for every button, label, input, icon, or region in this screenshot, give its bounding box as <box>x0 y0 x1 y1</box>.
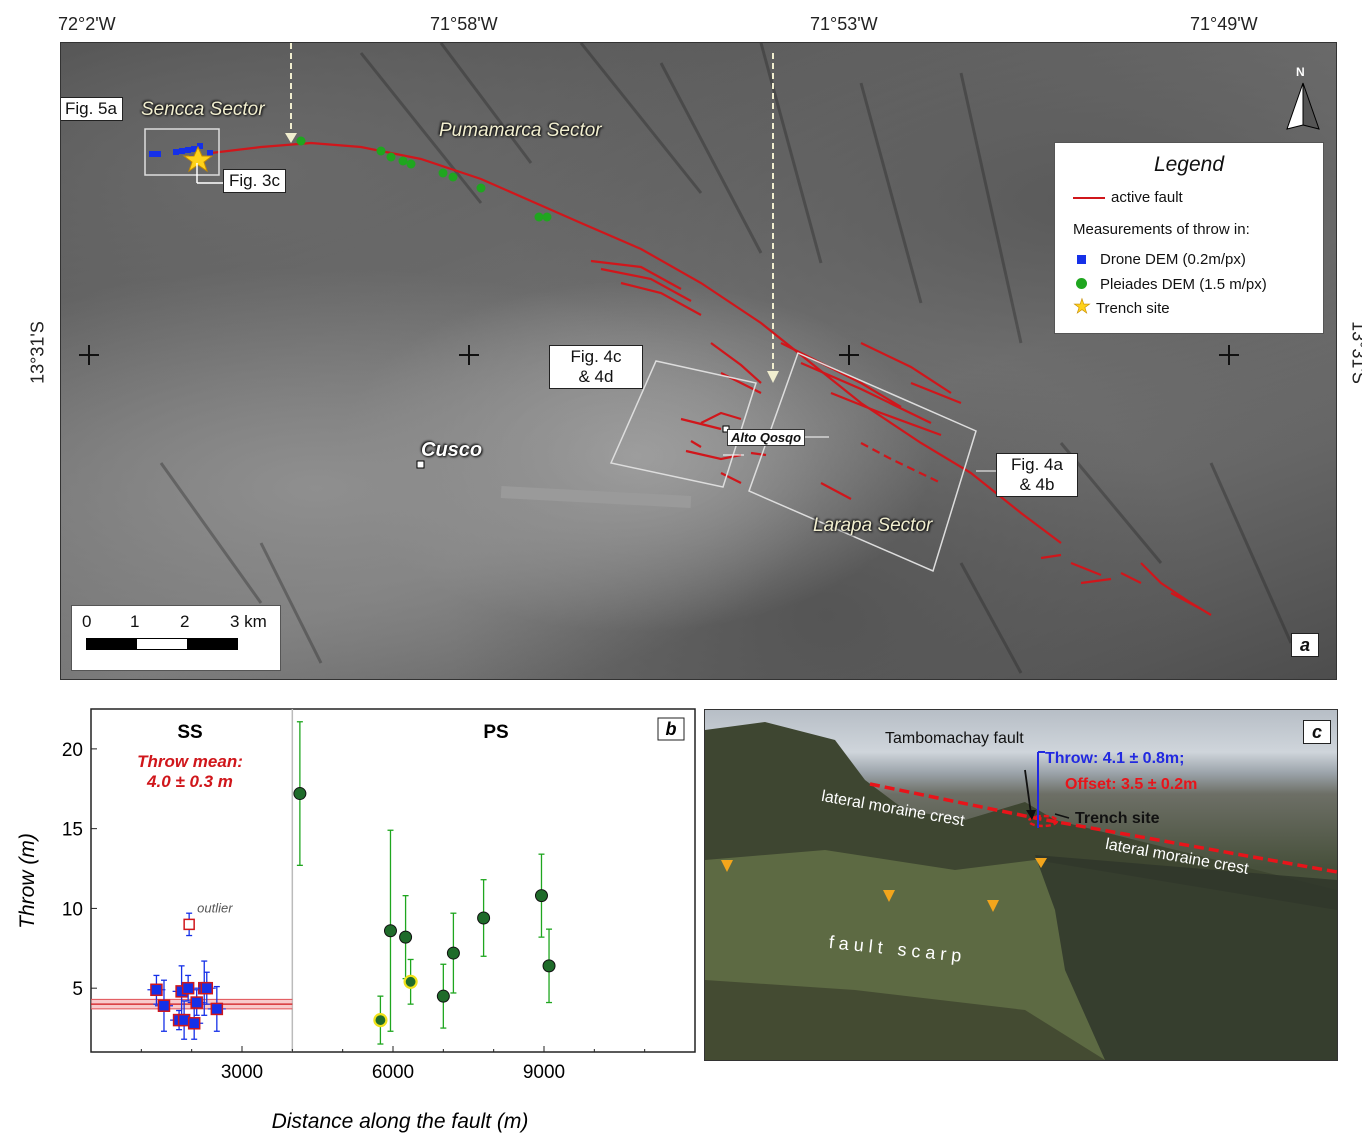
pleiades-highlight-point-0 <box>373 1012 388 1028</box>
north-arrow-icon <box>1286 82 1320 130</box>
drone-point-9 <box>200 981 214 995</box>
scale-bar: 0 1 2 3 km <box>71 605 281 671</box>
coord-71-58w: 71°58'W <box>430 14 498 34</box>
legend-drone-text: Drone DEM (0.2m/px) <box>1100 251 1246 268</box>
coord-13-31s-right: 13°31'S <box>1348 321 1362 384</box>
fig-5a-box <box>144 128 220 176</box>
fig-4c-label-line2: & 4d <box>578 367 614 386</box>
section-label-ps: PS <box>483 722 508 743</box>
pumamarca-sector-label: Pumamarca Sector <box>439 120 602 141</box>
pleiades-point-6 <box>534 889 548 903</box>
legend-drone-row: Drone DEM (0.2m/px) <box>1073 251 1246 268</box>
field-photo: Tambomachay fault Throw: 4.1 ± 0.8m; Off… <box>704 709 1338 1061</box>
legend-trench-text: Trench site <box>1095 300 1170 317</box>
legend-star-icon: ★ <box>1073 296 1092 318</box>
scale-tick-1: 1 <box>130 612 140 631</box>
map-overlay <box>79 43 1320 674</box>
pleiades-point-1 <box>383 924 397 938</box>
fault-name-label: Tambomachay fault <box>885 730 1024 747</box>
legend-pleiades-row: Pleiades DEM (1.5 m/px) <box>1073 276 1267 293</box>
fig-5a-label: Fig. 5a <box>61 97 123 121</box>
pleiades-point-5 <box>477 911 491 925</box>
drone-point-10 <box>210 1002 224 1016</box>
drone-point-5 <box>181 981 195 995</box>
photo-overlay <box>705 722 1337 1060</box>
x-tick-label-0: 3000 <box>221 1062 263 1083</box>
coord-71-53w: 71°53'W <box>810 14 878 34</box>
mean-text-line1: Throw mean: <box>137 752 243 771</box>
drone-point-0 <box>150 983 163 997</box>
fig-4a-label: Fig. 4a & 4b <box>996 453 1078 497</box>
trench-star <box>182 145 214 173</box>
chart-frame <box>90 708 696 1053</box>
outlier-label: outlier <box>197 900 233 915</box>
panel-b-box <box>657 717 685 741</box>
panel-b-label: b <box>666 719 677 739</box>
scale-bar-graphic <box>86 638 238 650</box>
section-label-ss: SS <box>177 722 202 743</box>
mean-text-line2: 4.0 ± 0.3 m <box>146 772 233 791</box>
north-label: N <box>1296 65 1305 79</box>
y-tick-label-0: 5 <box>72 979 83 1000</box>
alto-qosqo-label: Alto Qosqo <box>727 429 806 446</box>
fig-4c-box <box>609 360 757 488</box>
fig-4a-box <box>748 351 977 573</box>
legend-trench-row: ★ Trench site <box>1073 296 1170 318</box>
pleiades-point-4 <box>446 946 460 960</box>
active-fault-traces <box>210 141 1212 616</box>
sencca-sector-label: Sencca Sector <box>141 99 265 120</box>
coord-71-49w: 71°49'W <box>1190 14 1258 34</box>
satellite-map: Fig. 5a Fig. 3c Fig. 4c & 4d Fig. 4a & 4… <box>60 42 1337 680</box>
larapa-sector-label: Larapa Sector <box>813 515 933 536</box>
y-tick-label-2: 15 <box>62 820 83 841</box>
scale-tick-3: 3 km <box>230 612 267 631</box>
fig-4c-label: Fig. 4c & 4d <box>549 345 643 389</box>
y-tick-label-3: 20 <box>62 740 83 761</box>
x-tick-label-1: 6000 <box>372 1062 414 1083</box>
coord-72-2w: 72°2'W <box>58 14 116 34</box>
panel-a-label: a <box>1291 633 1319 657</box>
chart-xlabel: Distance along the fault (m) <box>272 1110 529 1133</box>
legend-fault-text: active fault <box>1111 189 1183 206</box>
y-tick-label-1: 10 <box>62 899 83 920</box>
drone-point-6 <box>187 1017 201 1030</box>
legend-circle-icon <box>1076 278 1087 289</box>
throw-chart: 3000 6000 9000 5 10 15 20 outlier Distance alon… <box>16 708 696 1133</box>
x-tick-label-2: 9000 <box>523 1062 565 1083</box>
coord-13-31s-left: 13°31'S <box>27 321 48 384</box>
legend-heading: Measurements of throw in: <box>1073 221 1250 238</box>
chart-ylabel: Throw (m) <box>16 833 39 929</box>
panel-c-label: c <box>1303 720 1331 744</box>
legend-fault-row: active fault <box>1073 189 1183 206</box>
legend-pleiades-text: Pleiades DEM (1.5 m/px) <box>1100 276 1267 293</box>
pleiades-point-3 <box>436 989 450 1003</box>
pleiades-point-0 <box>293 787 307 801</box>
offset-label: Offset: 3.5 ± 0.2m <box>1065 776 1198 793</box>
outlier-point <box>183 918 195 931</box>
fig-4c-label-line1: Fig. 4c <box>570 347 622 366</box>
pleiades-highlight-point-1 <box>403 974 418 989</box>
pleiades-point-2 <box>399 930 413 944</box>
pleiades-dem-points <box>296 136 552 222</box>
scarp-arrowheads <box>721 858 1047 912</box>
map-legend: Legend active fault Measurements of thro… <box>1054 142 1324 334</box>
drone-point-1 <box>157 999 171 1012</box>
scale-tick-2: 2 <box>180 612 190 631</box>
trench-site-label: Trench site <box>1075 810 1160 827</box>
fig-4a-label-line2: & 4b <box>1019 475 1055 494</box>
legend-title: Legend <box>1153 153 1225 176</box>
throw-label: Throw: 4.1 ± 0.8m; <box>1045 750 1185 767</box>
drone-point-7 <box>190 996 203 1009</box>
pleiades-point-7 <box>542 959 556 973</box>
cusco-label: Cusco <box>421 439 483 461</box>
legend-fault-line-icon <box>1073 197 1105 200</box>
scale-tick-0: 0 <box>82 612 92 631</box>
legend-square-icon <box>1077 255 1086 264</box>
fig-3c-label: Fig. 3c <box>223 169 287 193</box>
moraine-crest-line <box>869 782 1337 874</box>
fig-4a-label-line1: Fig. 4a <box>1011 455 1063 474</box>
